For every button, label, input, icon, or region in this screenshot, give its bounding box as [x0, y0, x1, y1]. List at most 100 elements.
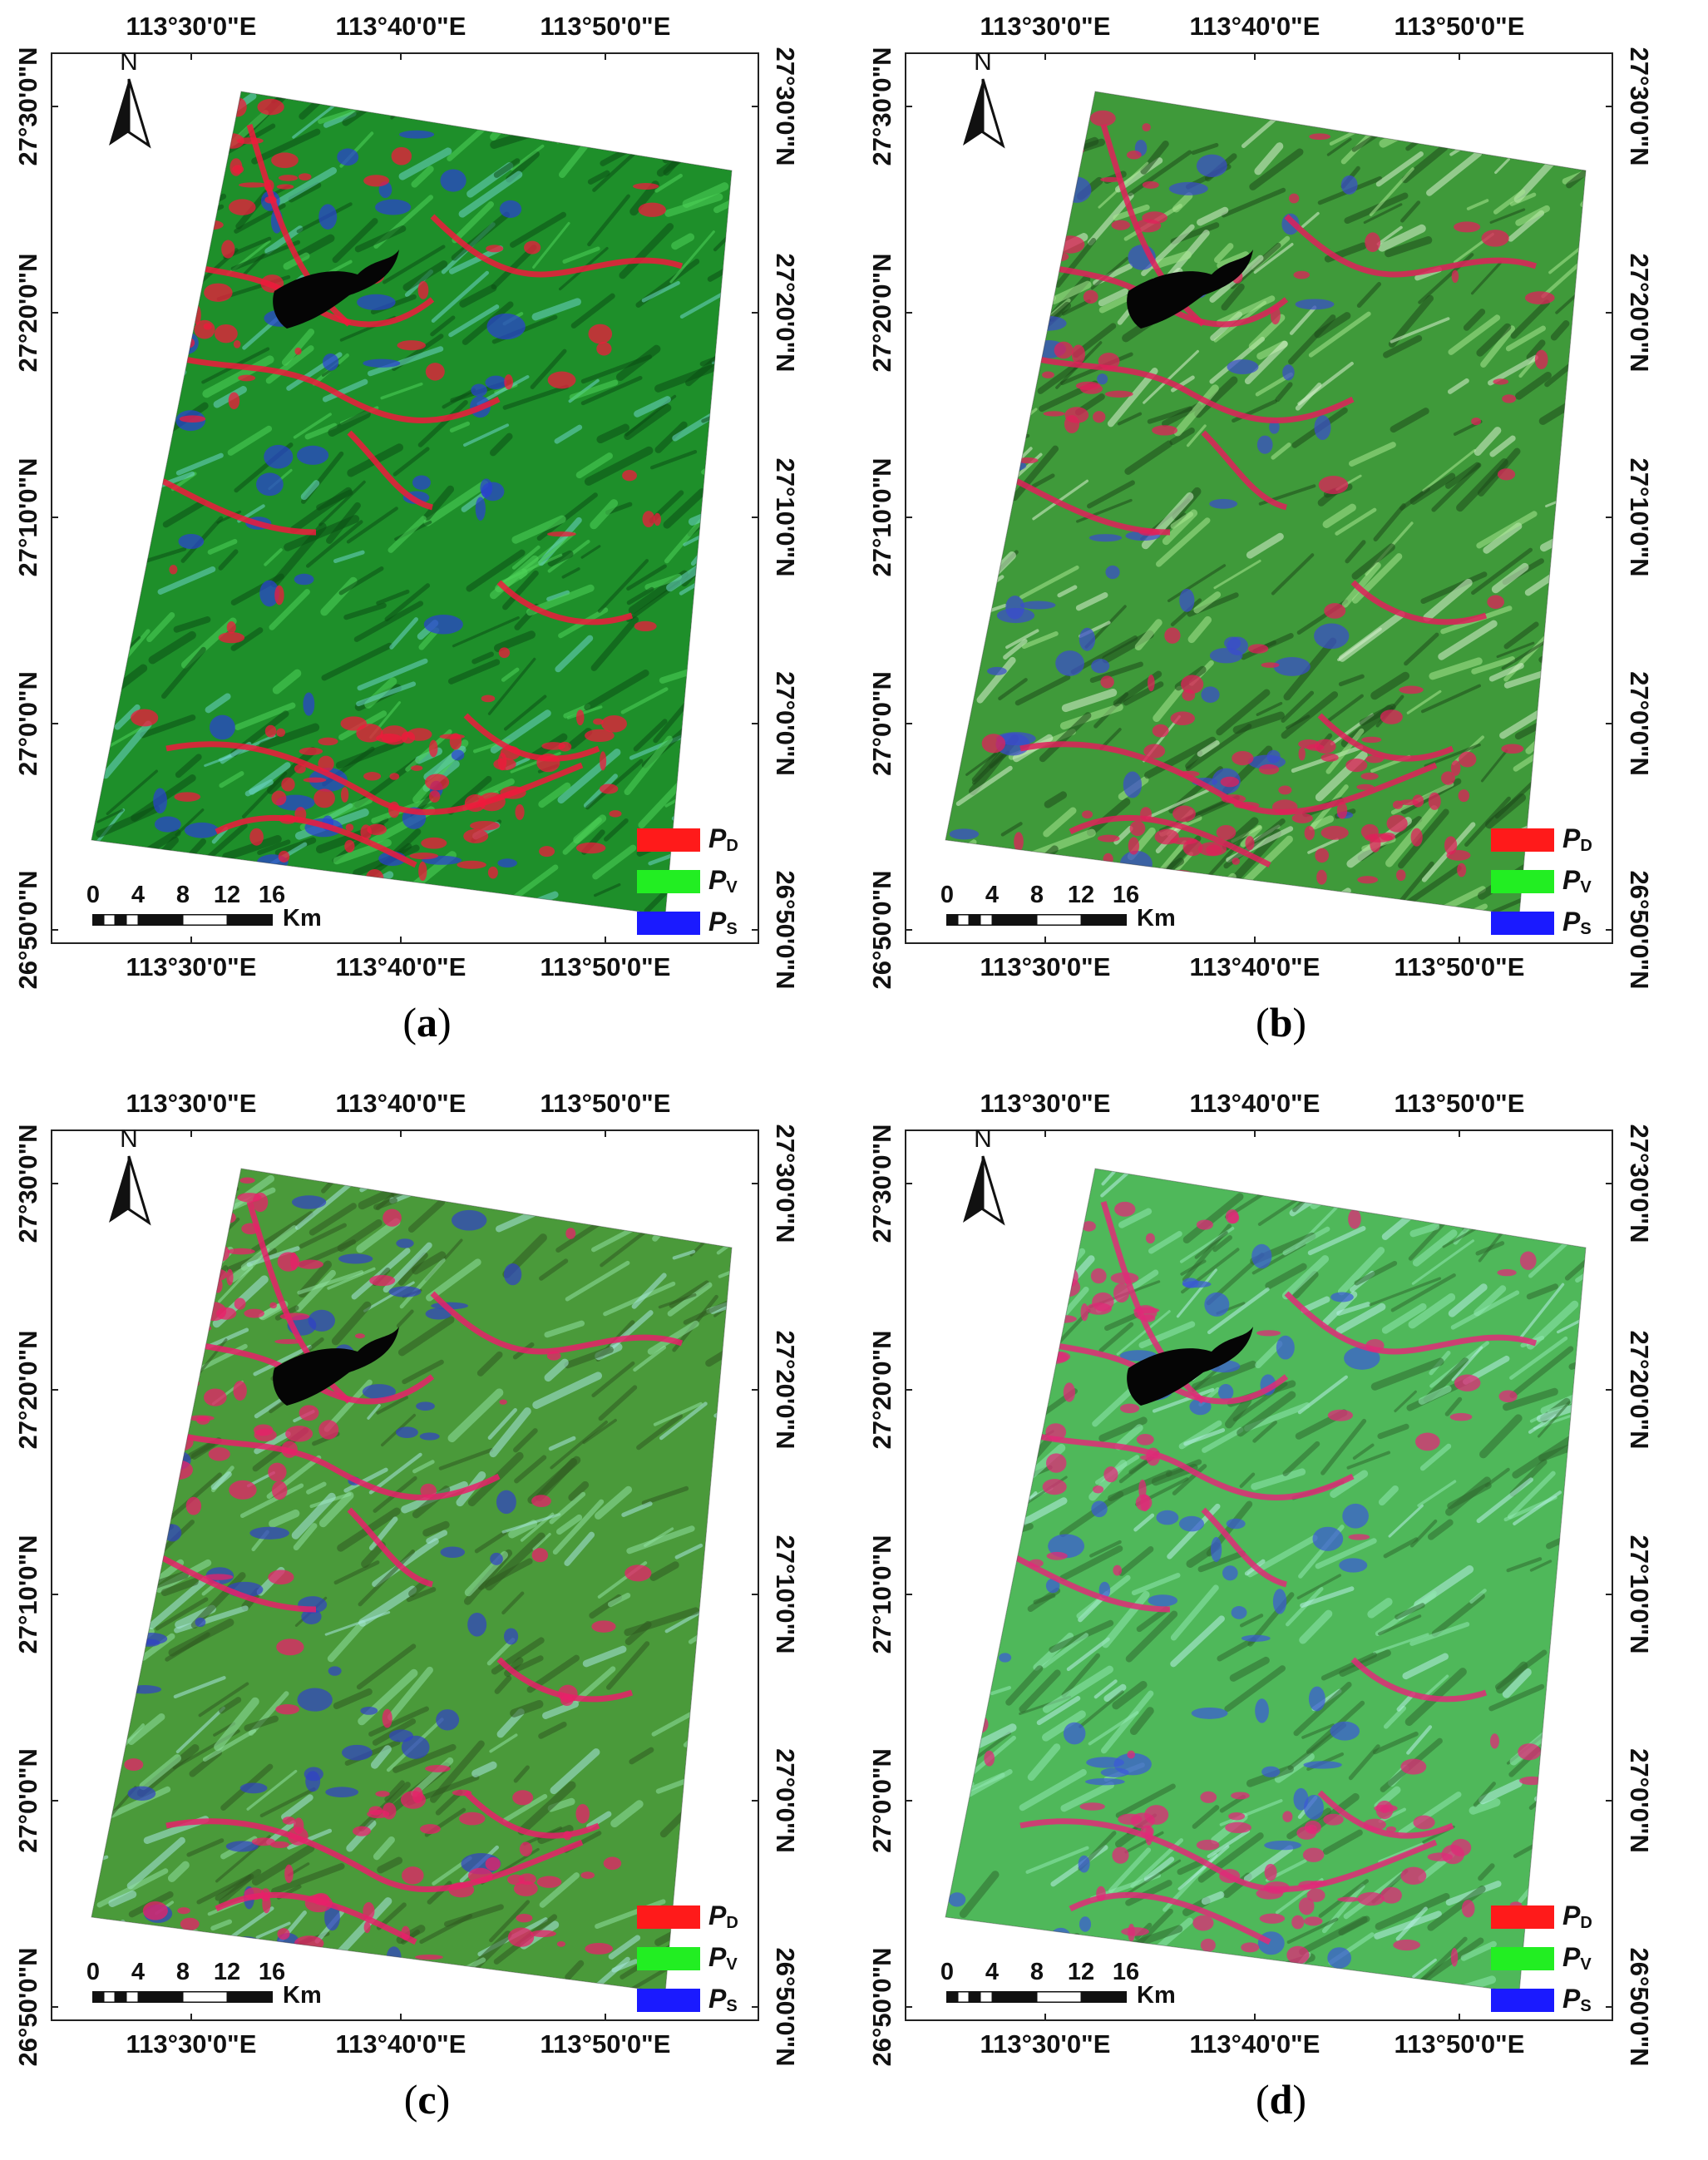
scale-tick: 12	[1067, 1959, 1095, 1985]
legend-label: PV	[708, 865, 738, 897]
map-panel-c: 113°30'0"E 113°30'0"E 113°40'0"E 113°40'0"E…	[0, 1077, 854, 2157]
north-arrow-icon	[963, 78, 1005, 149]
legend-item-d: PD	[637, 1901, 738, 1933]
legend-item-s: PS	[637, 907, 738, 939]
legend-label: PD	[1562, 823, 1592, 855]
scale-tick: 0	[940, 882, 955, 908]
lat-tick-left: 27°30'0"N	[867, 1124, 896, 1243]
lon-tick-bottom: 113°40'0"E	[1189, 2029, 1320, 2059]
scale-tick: 8	[1029, 1959, 1044, 1985]
legend-swatch	[1491, 1946, 1554, 1970]
lat-tick-right: 27°20'0"N	[1625, 1330, 1654, 1450]
lon-tick-top: 113°50'0"E	[540, 12, 671, 41]
scale-tick: 4	[131, 882, 146, 908]
lon-tick-top: 113°40'0"E	[1189, 12, 1320, 41]
lon-tick-bottom: 113°40'0"E	[1189, 952, 1320, 981]
lat-tick-left: 26°50'0"N	[13, 1947, 42, 2067]
lat-tick-right: 27°20'0"N	[771, 253, 800, 373]
lat-tick-left: 26°50'0"N	[13, 870, 42, 990]
lon-tick-bottom: 113°30'0"E	[126, 952, 257, 981]
lat-tick-left: 27°10'0"N	[13, 1535, 42, 1654]
panel-caption: (b)	[1255, 999, 1307, 1045]
lon-tick-bottom: 113°30'0"E	[126, 2029, 257, 2059]
legend-label: PV	[1562, 1942, 1592, 1974]
scale-tick: 0	[86, 882, 101, 908]
lat-tick-left: 27°20'0"N	[867, 1330, 896, 1450]
map-panel-d: 113°30'0"E 113°30'0"E 113°40'0"E 113°40'0"E…	[854, 1077, 1708, 2157]
lat-tick-right: 26°50'0"N	[1625, 1947, 1654, 2067]
lon-tick-top: 113°50'0"E	[540, 1089, 671, 1118]
lat-tick-left: 27°10'0"N	[13, 457, 42, 577]
lat-tick-left: 27°30'0"N	[13, 47, 42, 166]
scale-tick: 16	[258, 882, 286, 908]
lat-tick-left: 27°30'0"N	[13, 1124, 42, 1243]
lat-tick-right: 27°0'0"N	[1625, 671, 1654, 776]
legend-label: PD	[1562, 1901, 1592, 1932]
lon-tick-top: 113°40'0"E	[335, 1089, 466, 1118]
scale-tick: 8	[175, 1959, 190, 1985]
map-panel-a: 113°30'0"E 113°30'0"E 113°40'0"E 113°40'0"E…	[0, 0, 854, 1080]
scale-bar	[946, 914, 1127, 926]
north-arrow-icon	[109, 78, 151, 149]
lat-tick-left: 27°0'0"N	[13, 671, 42, 776]
map-svg	[905, 1129, 1613, 2021]
lat-tick-right: 27°20'0"N	[771, 1330, 800, 1450]
lat-tick-right: 27°30'0"N	[771, 47, 800, 166]
legend-swatch	[1491, 1905, 1554, 1929]
lat-tick-right: 27°20'0"N	[1625, 253, 1654, 373]
scale-bar	[92, 1991, 273, 2003]
lat-tick-right: 27°10'0"N	[771, 1535, 800, 1654]
scale-tick: 16	[1112, 1959, 1140, 1985]
map-svg	[51, 52, 759, 944]
lon-tick-bottom: 113°40'0"E	[335, 952, 466, 981]
lat-tick-left: 26°50'0"N	[867, 1947, 896, 2067]
legend-label: PD	[708, 1901, 738, 1932]
legend-item-s: PS	[1491, 907, 1592, 939]
lat-tick-left: 27°20'0"N	[867, 253, 896, 373]
north-arrow-icon	[963, 1155, 1005, 1226]
scale-unit: Km	[1137, 1982, 1176, 2009]
panel-caption: (a)	[402, 999, 452, 1045]
reservoir	[1127, 250, 1253, 329]
legend-swatch	[637, 828, 700, 852]
scale-tick: 4	[985, 1959, 1000, 1985]
scale-tick: 4	[985, 882, 1000, 908]
scale-bar	[946, 1991, 1127, 2003]
scale-bar	[92, 914, 273, 926]
lat-tick-right: 27°0'0"N	[1625, 1748, 1654, 1853]
lon-tick-bottom: 113°50'0"E	[1394, 952, 1525, 981]
lon-tick-top: 113°50'0"E	[1394, 1089, 1525, 1118]
legend-swatch	[637, 1988, 700, 2012]
lat-tick-right: 27°0'0"N	[771, 1748, 800, 1853]
lon-tick-bottom: 113°40'0"E	[335, 2029, 466, 2059]
lon-tick-top: 113°40'0"E	[1189, 1089, 1320, 1118]
scale-tick: 12	[213, 882, 241, 908]
reservoir	[273, 1327, 399, 1406]
scale-tick: 16	[1112, 882, 1140, 908]
sar-decomposition-image	[91, 1169, 732, 1992]
lat-tick-left: 27°0'0"N	[867, 671, 896, 776]
legend-label: PS	[1562, 1984, 1592, 2015]
map-panel-b: 113°30'0"E 113°30'0"E 113°40'0"E 113°40'0"E…	[854, 0, 1708, 1080]
legend-label: PV	[708, 1942, 738, 1974]
reservoir	[1127, 1327, 1253, 1406]
lat-tick-left: 27°20'0"N	[13, 1330, 42, 1450]
north-label: N	[120, 1125, 138, 1153]
scale-tick: 12	[1067, 882, 1095, 908]
scale-tick: 0	[86, 1959, 101, 1985]
scale-tick: 16	[258, 1959, 286, 1985]
scale-tick: 8	[1029, 882, 1044, 908]
legend-label: PS	[708, 907, 738, 938]
lat-tick-right: 26°50'0"N	[771, 870, 800, 990]
scale-tick: 12	[213, 1959, 241, 1985]
legend-item-v: PV	[1491, 865, 1592, 897]
legend-item-s: PS	[1491, 1984, 1592, 2016]
lon-tick-top: 113°30'0"E	[980, 1089, 1111, 1118]
legend-swatch	[1491, 869, 1554, 893]
legend-item-d: PD	[1491, 823, 1592, 856]
lat-tick-left: 27°20'0"N	[13, 253, 42, 373]
legend-item-d: PD	[1491, 1901, 1592, 1933]
legend-label: PV	[1562, 865, 1592, 897]
panel-caption: (c)	[403, 2076, 451, 2123]
lon-tick-top: 113°40'0"E	[335, 12, 466, 41]
